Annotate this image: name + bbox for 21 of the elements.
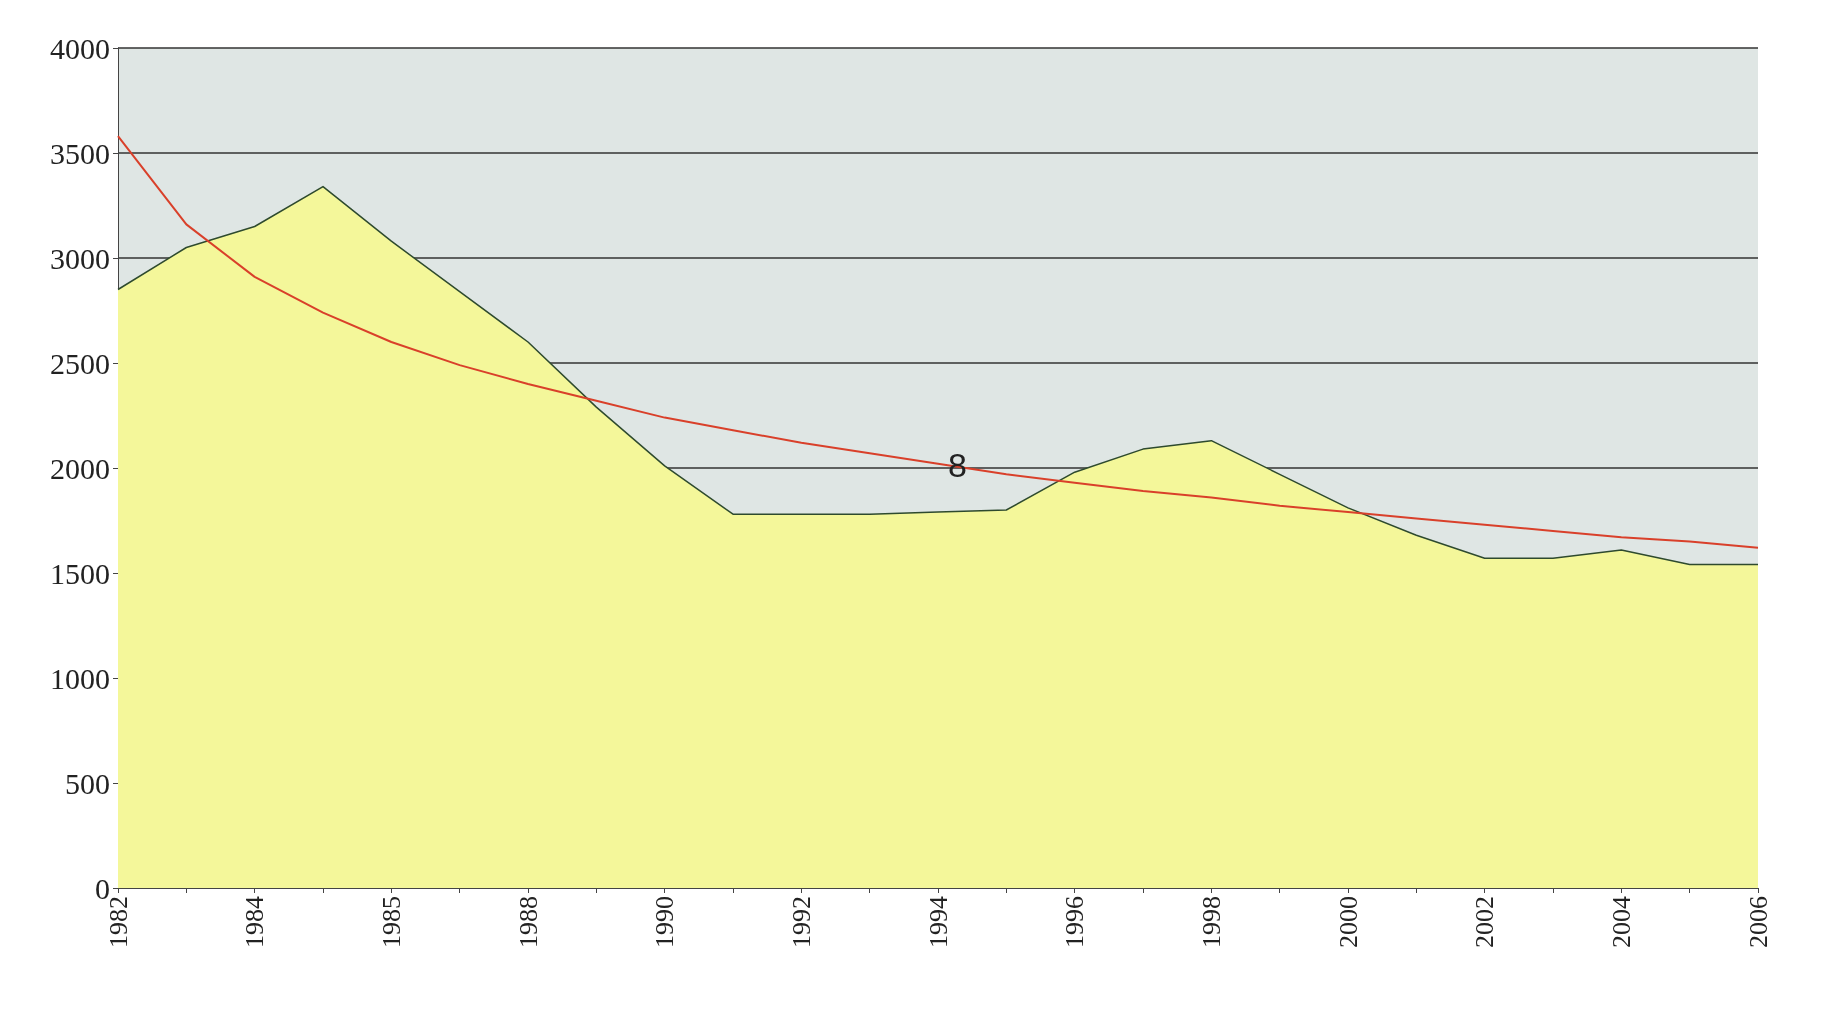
- x-tick-label: 2002: [1470, 896, 1500, 948]
- x-tick-label: 2006: [1743, 896, 1773, 948]
- x-tick-label: 1984: [240, 896, 270, 948]
- x-tick-label: 1988: [513, 896, 543, 948]
- line-series: [117, 135, 1759, 549]
- y-tick-label: 3000: [50, 241, 110, 275]
- x-tick-label: 1996: [1060, 896, 1090, 948]
- x-tick-label: 1998: [1196, 896, 1226, 948]
- y-tick-label: 500: [65, 766, 110, 800]
- x-tick-label: 2004: [1606, 896, 1636, 948]
- y-tick-label: 3500: [50, 136, 110, 170]
- y-tick-label: 2000: [50, 451, 110, 485]
- x-tick-label: 1992: [786, 896, 816, 948]
- y-tick-label: 1500: [50, 556, 110, 590]
- y-tick-label: 4000: [50, 31, 110, 65]
- x-tick-label: 1994: [923, 896, 953, 948]
- x-tick-label: 2000: [1333, 896, 1363, 948]
- y-tick-label: 2500: [50, 346, 110, 380]
- x-tick-label: 1990: [650, 896, 680, 948]
- y-tick-label: 1000: [50, 661, 110, 695]
- x-tick-label: 1985: [376, 896, 406, 948]
